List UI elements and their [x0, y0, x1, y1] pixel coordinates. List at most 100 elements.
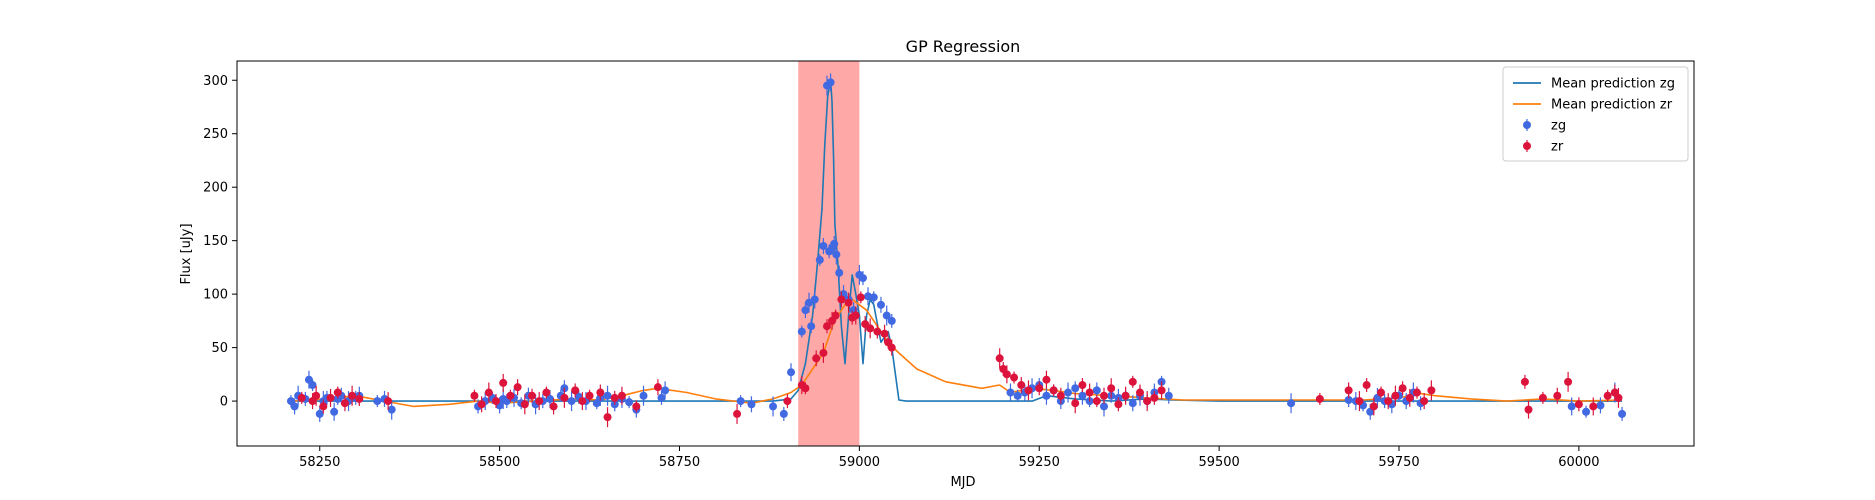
data-point-zr	[319, 399, 328, 414]
data-point-zg	[869, 291, 878, 304]
data-point-zr	[560, 387, 569, 408]
data-point-zg	[736, 395, 745, 408]
x-tick-label: 58500	[479, 455, 520, 470]
y-tick-label: 150	[203, 234, 228, 249]
data-point-zr	[542, 386, 551, 399]
data-point-zg	[1618, 406, 1627, 421]
data-point-zr	[1391, 385, 1400, 406]
data-point-zr	[470, 389, 479, 402]
data-point-zg	[290, 398, 299, 415]
data-point-zr	[571, 383, 580, 398]
legend-entry: zg	[1523, 119, 1566, 134]
data-point-zg	[1013, 389, 1022, 402]
observations-layer	[286, 73, 1627, 428]
y-tick-label: 50	[211, 341, 228, 356]
data-point-zr	[783, 394, 792, 409]
data-point-zg	[801, 302, 810, 319]
legend-entry: zr	[1523, 140, 1564, 155]
data-point-zr	[1553, 387, 1562, 404]
legend-label: Mean prediction zr	[1551, 98, 1673, 113]
data-point-zr	[1143, 391, 1152, 412]
x-tick-label: 59250	[1019, 455, 1060, 470]
data-point-zr	[1049, 384, 1058, 397]
data-point-zg	[567, 391, 576, 412]
data-point-zr	[1010, 371, 1019, 384]
data-point-zg	[887, 313, 896, 328]
data-point-zr	[1107, 378, 1116, 399]
data-point-zg	[1582, 405, 1591, 418]
data-point-zg	[661, 381, 670, 400]
data-point-zr	[1538, 391, 1547, 404]
series-line-zg	[294, 79, 1622, 402]
data-point-zg	[882, 305, 891, 326]
x-tick-label: 60000	[1558, 455, 1599, 470]
legend: Mean prediction zg Mean prediction zr zg zr	[1502, 66, 1689, 162]
x-tick-label: 59750	[1378, 455, 1419, 470]
data-point-zg	[387, 399, 396, 420]
data-point-zr	[1377, 386, 1386, 399]
data-point-zr	[499, 373, 508, 392]
data-point-zr	[1085, 383, 1094, 402]
data-point-zr	[1398, 381, 1407, 396]
data-point-zr	[1315, 392, 1324, 405]
data-point-zr	[1369, 397, 1378, 416]
x-tick-label: 59000	[839, 455, 880, 470]
data-point-zr	[851, 306, 860, 325]
data-point-zr	[610, 390, 619, 405]
data-point-zr	[596, 384, 605, 401]
data-point-zr	[856, 291, 865, 304]
data-point-zr	[1524, 400, 1533, 419]
y-axis: 0 50 100 150 200 250 300	[203, 74, 237, 410]
data-point-zg	[1596, 397, 1605, 414]
data-point-zr	[1362, 378, 1371, 393]
data-point-zr	[1150, 390, 1159, 405]
legend-label: zg	[1551, 119, 1566, 134]
data-point-zr	[585, 389, 594, 402]
data-point-zg	[308, 379, 317, 392]
data-point-zr	[348, 385, 357, 406]
data-point-zg	[330, 402, 339, 421]
y-tick-label: 200	[203, 181, 228, 196]
series-line-zr	[294, 298, 1623, 408]
data-point-zg	[603, 385, 612, 406]
data-point-zr	[1603, 389, 1612, 402]
data-point-zg	[315, 405, 324, 422]
data-point-zg	[787, 363, 796, 382]
data-point-zr	[844, 292, 853, 313]
y-tick-label: 100	[203, 288, 228, 303]
data-point-zr	[1412, 386, 1421, 399]
data-point-zg	[639, 385, 648, 406]
prediction-lines-layer	[294, 79, 1623, 408]
data-point-zr	[527, 388, 536, 403]
data-point-zr	[312, 385, 321, 406]
data-point-zg	[1164, 387, 1173, 404]
data-point-zr	[1002, 365, 1011, 384]
data-point-zr	[535, 392, 544, 411]
data-point-zg	[769, 396, 778, 417]
data-point-zr	[1384, 393, 1393, 410]
data-point-zg	[1042, 386, 1051, 405]
data-point-zr	[1100, 387, 1109, 404]
data-point-zr	[1056, 387, 1065, 404]
data-point-zr	[1405, 388, 1414, 407]
data-point-zr	[1589, 397, 1598, 416]
legend-entry: Mean prediction zg	[1513, 77, 1675, 92]
legend-label: Mean prediction zg	[1551, 77, 1675, 92]
data-point-zr	[653, 379, 662, 396]
data-point-zr	[1520, 374, 1529, 389]
data-point-zr	[1355, 391, 1364, 412]
data-point-zr	[484, 382, 493, 403]
data-point-zg	[819, 238, 828, 255]
data-point-zr	[880, 324, 889, 343]
data-point-zg	[807, 319, 816, 334]
data-point-zr	[477, 396, 486, 413]
data-point-zg	[876, 296, 885, 313]
data-point-zr	[333, 386, 342, 399]
data-point-zr	[837, 291, 846, 308]
data-point-zr	[632, 400, 641, 413]
data-point-zr	[995, 348, 1004, 369]
y-tick-label: 0	[220, 395, 228, 410]
data-point-zr	[617, 386, 626, 405]
data-point-zr	[492, 394, 501, 409]
x-tick-label: 58250	[299, 455, 340, 470]
